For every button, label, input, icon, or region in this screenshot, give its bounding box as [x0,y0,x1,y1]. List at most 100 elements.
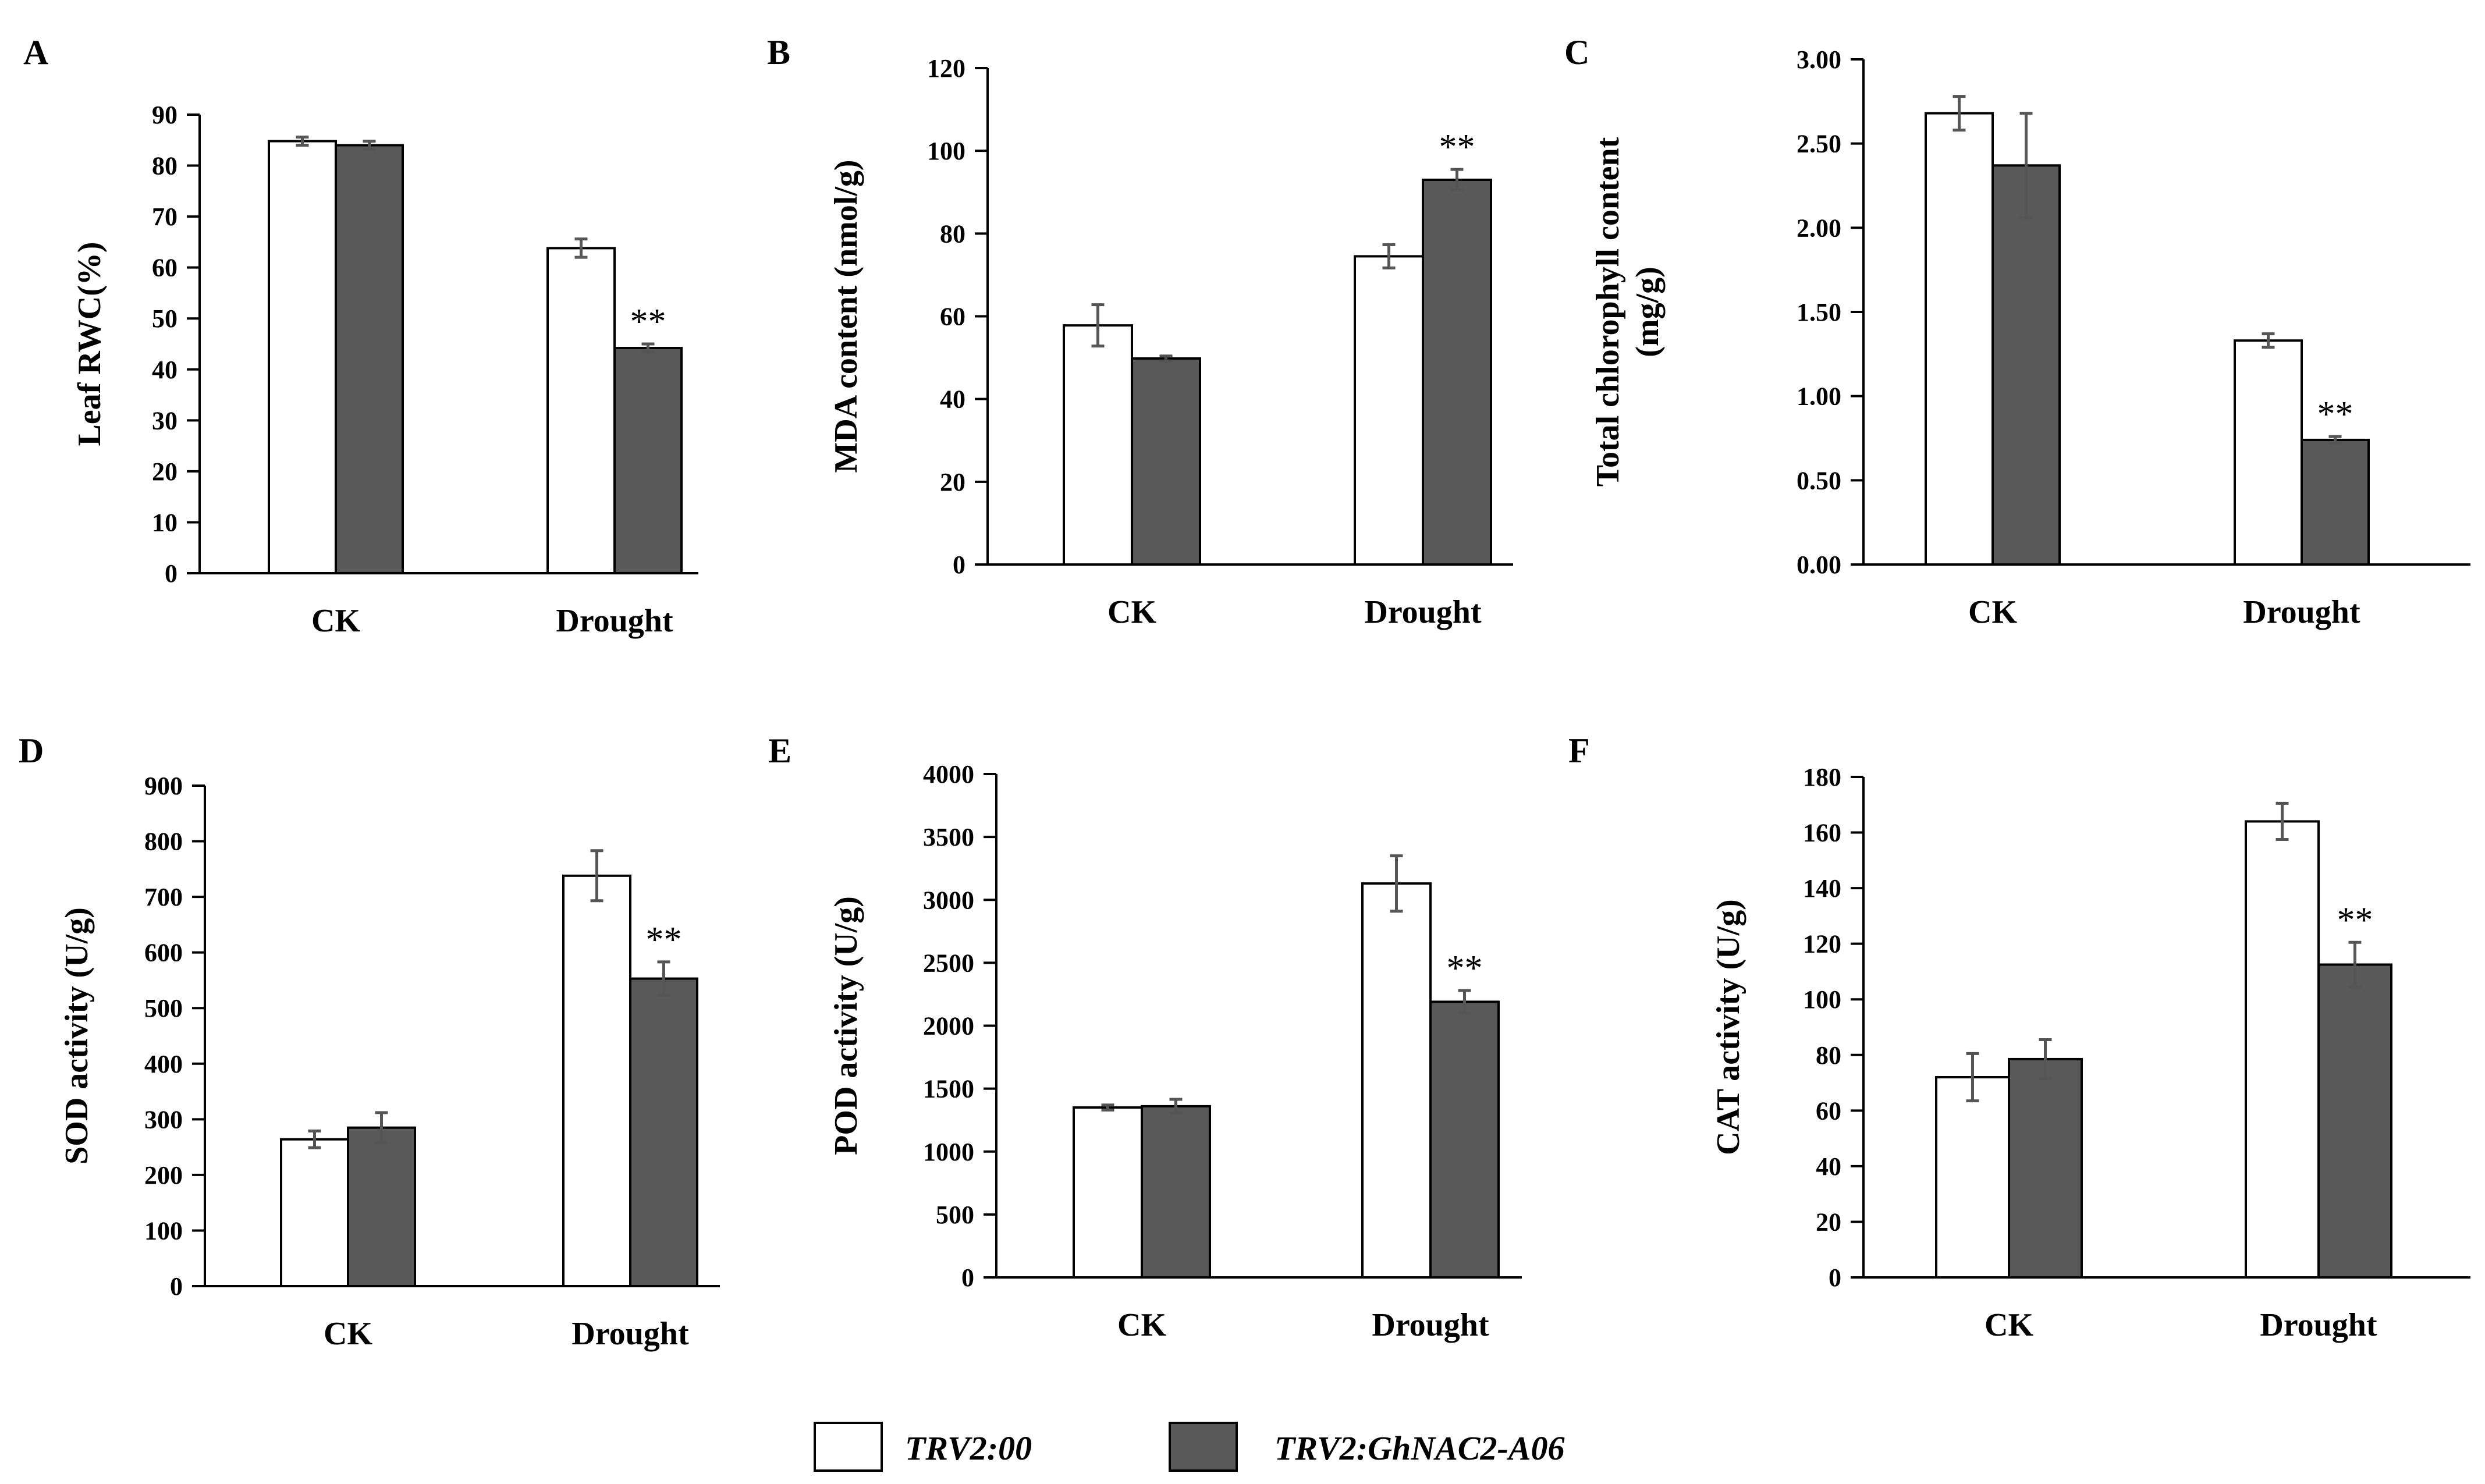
category-label: CK [311,603,360,639]
y-axis-title: Leaf RWC(%) [72,242,108,446]
y-tick-label: 0 [961,1263,974,1292]
chart-panel-e: E 0 500 1000 1500 2000 2500 3000 3500 4000 POD act… [768,732,1522,1343]
y-tick-label: 500 [936,1201,974,1229]
bar-trv2-00-drought [2245,820,2320,1279]
bar-trv2-00-ck [268,140,337,575]
bar-trv2-ghnac2-ck [1141,1105,1211,1279]
y-tick-label: 2000 [923,1012,974,1041]
y-tick-label: 80 [1816,1041,1841,1070]
y-tick-label: 40 [152,356,178,384]
y-tick-label: 200 [144,1161,183,1190]
category-label: Drought [1372,1307,1489,1343]
y-tick-label: 140 [1803,874,1841,903]
category-label: CK [1968,594,2017,630]
y-tick-label: 0 [1829,1263,1841,1292]
bar-trv2-ghnac2-ck [335,144,404,575]
y-tick-label: 1500 [923,1075,974,1103]
chart-panel-a: A 0 10 20 30 40 50 60 70 80 90 Leaf RWC(%) CK Drought… [23,33,698,639]
y-tick-label: 100 [1803,985,1841,1014]
y-tick-label: 180 [1803,763,1841,791]
bar-trv2-ghnac2-ck [2008,1057,2083,1279]
bar-trv2-ghnac2-ck [347,1126,416,1287]
panel-letter: D [19,732,44,770]
category-label: Drought [556,603,673,639]
y-tick-label: 160 [1803,819,1841,847]
significance-label: ** [646,920,682,960]
y-tick-label: 0 [953,551,965,579]
y-tick-label: 40 [940,385,965,414]
category-label: CK [1985,1307,2033,1343]
y-tick-label: 10 [152,508,178,537]
panel-letter: F [1568,732,1590,770]
category-label: Drought [571,1316,689,1352]
y-tick-label: 60 [940,303,965,331]
panel-letter: B [767,33,790,72]
panel-letter: A [23,33,48,72]
bar-trv2-00-ck [1925,112,1994,566]
y-tick-label: 80 [152,152,178,180]
category-label: CK [324,1316,372,1352]
significance-label: ** [630,302,666,342]
y-axis-title: CAT activity (U/g) [1710,899,1746,1155]
y-tick-label: 120 [1803,930,1841,958]
legend-label: TRV2:GhNAC2-A06 [1275,1429,1564,1467]
y-tick-label: 900 [144,772,183,800]
y-axis-title: MDA content (nmol/g) [828,159,864,473]
chart-panel-f: F 0 20 40 60 80 100 120 140 160 180 CAT activity (U… [1568,732,2470,1343]
category-label: CK [1117,1307,1166,1343]
significance-label: ** [2337,900,2373,940]
y-tick-label: 4000 [923,760,974,789]
bar-trv2-ghnac2-ck [1991,164,2061,566]
significance-label: ** [1447,949,1483,988]
bar-trv2-00-drought [1361,882,1432,1279]
panel-letter: C [1564,33,1589,72]
y-tick-label: 800 [144,828,183,856]
bar-trv2-ghnac2-ck [1131,357,1201,566]
y-tick-label: 600 [144,939,183,967]
y-axis-title: (mg/g) [1630,267,1666,357]
y-tick-label: 0 [165,559,178,588]
bar-trv2-ghnac2-drought [2301,438,2370,566]
y-tick-label: 100 [144,1216,183,1245]
bar-trv2-00-drought [546,247,616,574]
panel-letter: E [768,732,791,770]
y-tick-label: 2.00 [1797,214,1841,242]
y-tick-label: 100 [927,137,965,165]
y-axis-title: POD activity (U/g) [828,896,864,1155]
bar-trv2-00-ck [280,1138,349,1287]
y-tick-label: 30 [152,406,178,435]
y-tick-label: 70 [152,203,178,231]
chart-panel-b: B 0 20 40 60 80 100 120 MDA content (nmol/g) CK Dr… [767,33,1513,630]
y-tick-label: 0.00 [1797,551,1841,579]
bar-trv2-00-ck [1935,1076,2010,1279]
y-tick-label: 20 [940,468,965,496]
y-tick-label: 60 [1816,1096,1841,1125]
legend: TRV2:00 TRV2:GhNAC2-A06 [814,1422,1564,1472]
y-tick-label: 40 [1816,1152,1841,1181]
category-label: Drought [1364,594,1482,630]
bar-trv2-00-drought [2234,339,2303,566]
legend-swatch-trv2-ghnac2 [1169,1422,1238,1472]
bar-trv2-ghnac2-drought [629,977,698,1287]
significance-label: ** [2317,395,2353,434]
bar-trv2-00-ck [1073,1106,1143,1279]
chart-panel-c: C 0.00 0.50 1.00 1.50 2.00 2.50 3.00 Total chlor… [1564,33,2470,630]
y-tick-label: 3500 [923,823,974,851]
y-axis-title: Total chlorophyll content [1590,137,1626,487]
y-tick-label: 80 [940,219,965,248]
bar-trv2-ghnac2-drought [613,347,683,574]
y-tick-label: 0.50 [1797,466,1841,495]
bar-trv2-ghnac2-drought [1429,1000,1500,1279]
bar-trv2-00-ck [1063,324,1133,566]
y-tick-label: 90 [152,101,178,129]
y-tick-label: 0 [170,1272,183,1301]
y-tick-label: 700 [144,883,183,911]
y-tick-label: 1.50 [1797,298,1841,326]
y-tick-label: 2.50 [1797,130,1841,158]
y-tick-label: 120 [927,54,965,83]
category-label: Drought [2260,1307,2377,1343]
bar-trv2-00-drought [1354,255,1424,566]
y-tick-label: 20 [1816,1208,1841,1236]
y-tick-label: 3.00 [1797,45,1841,74]
